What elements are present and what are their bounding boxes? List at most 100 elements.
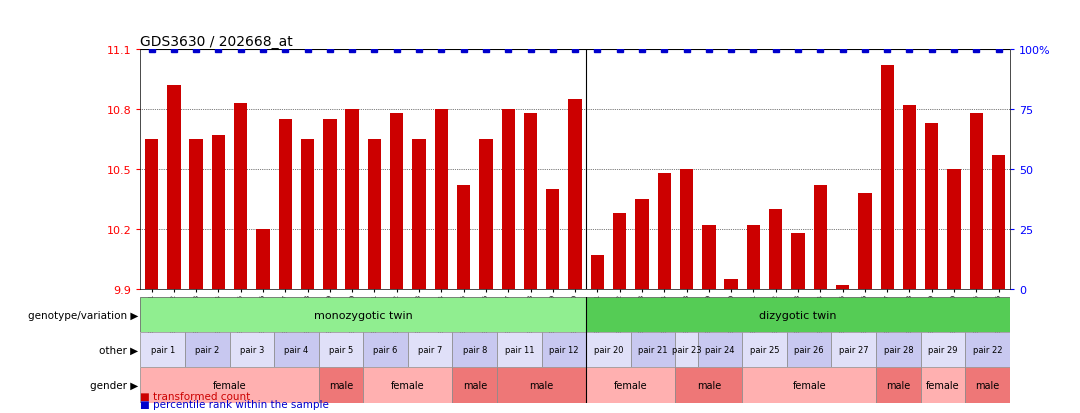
Bar: [787, 332, 832, 368]
Text: female: female: [391, 380, 424, 390]
Bar: [185, 332, 230, 368]
Bar: [501, 109, 515, 289]
Text: pair 4: pair 4: [284, 346, 309, 354]
Bar: [635, 199, 649, 289]
Text: male: male: [529, 380, 554, 390]
Text: male: male: [329, 380, 353, 390]
Bar: [189, 139, 203, 289]
Bar: [390, 114, 404, 289]
Bar: [746, 225, 760, 289]
Bar: [413, 139, 426, 289]
Bar: [631, 332, 675, 368]
Text: pair 24: pair 24: [705, 346, 734, 354]
Bar: [591, 255, 604, 289]
Bar: [680, 169, 693, 289]
Text: pair 20: pair 20: [594, 346, 623, 354]
Bar: [408, 332, 453, 368]
Text: female: female: [793, 380, 826, 390]
Bar: [363, 368, 453, 403]
Bar: [497, 332, 542, 368]
Text: pair 7: pair 7: [418, 346, 443, 354]
Bar: [586, 332, 631, 368]
Bar: [234, 103, 247, 289]
Bar: [920, 368, 966, 403]
Text: pair 23: pair 23: [672, 346, 701, 354]
Bar: [167, 85, 180, 289]
Text: pair 11: pair 11: [504, 346, 535, 354]
Text: pair 25: pair 25: [750, 346, 780, 354]
Bar: [301, 139, 314, 289]
Bar: [279, 119, 292, 289]
Bar: [970, 114, 983, 289]
Bar: [613, 213, 626, 289]
Bar: [586, 297, 1010, 332]
Bar: [966, 332, 1010, 368]
Bar: [140, 332, 185, 368]
Bar: [497, 368, 586, 403]
Bar: [859, 193, 872, 289]
Bar: [991, 155, 1005, 289]
Bar: [434, 109, 448, 289]
Text: female: female: [927, 380, 960, 390]
Bar: [363, 332, 408, 368]
Text: male: male: [462, 380, 487, 390]
Text: other ▶: other ▶: [99, 345, 138, 355]
Bar: [140, 297, 586, 332]
Bar: [658, 173, 671, 289]
Text: pair 8: pair 8: [462, 346, 487, 354]
Text: male: male: [975, 380, 1000, 390]
Text: dizygotic twin: dizygotic twin: [759, 310, 837, 320]
Bar: [346, 109, 359, 289]
Bar: [586, 368, 675, 403]
Bar: [966, 368, 1010, 403]
Bar: [725, 279, 738, 289]
Bar: [453, 368, 497, 403]
Bar: [876, 368, 920, 403]
Bar: [675, 368, 742, 403]
Bar: [546, 189, 559, 289]
Bar: [792, 233, 805, 289]
Text: pair 5: pair 5: [329, 346, 353, 354]
Text: GDS3630 / 202668_at: GDS3630 / 202668_at: [140, 35, 293, 49]
Text: pair 3: pair 3: [240, 346, 264, 354]
Text: gender ▶: gender ▶: [90, 380, 138, 390]
Bar: [880, 66, 894, 289]
Bar: [947, 169, 961, 289]
Bar: [903, 105, 916, 289]
Bar: [480, 139, 492, 289]
Bar: [742, 332, 787, 368]
Text: ■ transformed count: ■ transformed count: [140, 391, 251, 401]
Bar: [319, 368, 363, 403]
Text: pair 28: pair 28: [883, 346, 914, 354]
Text: pair 6: pair 6: [374, 346, 397, 354]
Bar: [698, 332, 742, 368]
Bar: [319, 332, 363, 368]
Text: pair 21: pair 21: [638, 346, 667, 354]
Bar: [140, 368, 319, 403]
Text: genotype/variation ▶: genotype/variation ▶: [28, 310, 138, 320]
Text: female: female: [615, 380, 648, 390]
Bar: [212, 135, 225, 289]
Bar: [675, 332, 698, 368]
Bar: [230, 332, 274, 368]
Bar: [769, 209, 782, 289]
Text: pair 29: pair 29: [928, 346, 958, 354]
Bar: [836, 285, 849, 289]
Bar: [876, 332, 920, 368]
Bar: [742, 368, 876, 403]
Bar: [457, 185, 470, 289]
Bar: [524, 114, 537, 289]
Bar: [453, 332, 497, 368]
Bar: [274, 332, 319, 368]
Text: male: male: [887, 380, 910, 390]
Bar: [145, 139, 159, 289]
Text: pair 2: pair 2: [195, 346, 219, 354]
Text: female: female: [213, 380, 246, 390]
Bar: [542, 332, 586, 368]
Text: pair 27: pair 27: [839, 346, 868, 354]
Bar: [832, 332, 876, 368]
Text: male: male: [697, 380, 721, 390]
Text: pair 1: pair 1: [150, 346, 175, 354]
Bar: [568, 100, 582, 289]
Bar: [926, 123, 939, 289]
